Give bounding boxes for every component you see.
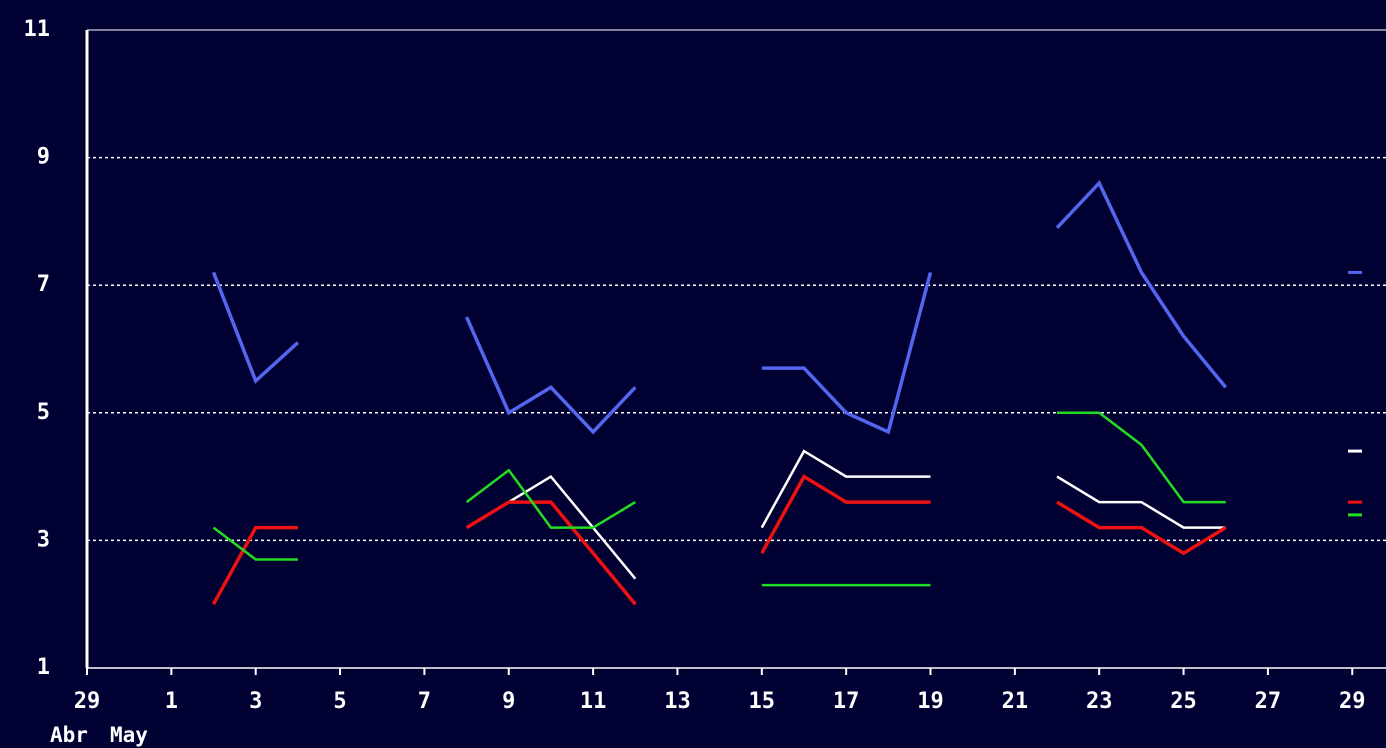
grid-layer <box>87 156 1386 542</box>
x-tick-label-13: 25 <box>1170 689 1197 714</box>
month-label-1: May <box>110 723 148 747</box>
series-0-segment-3 <box>1055 180 1228 389</box>
x-tick-label-3: 5 <box>333 689 346 714</box>
series-2-segment-2 <box>760 474 931 555</box>
series-2-segment-3 <box>1056 500 1227 556</box>
x-tick-label-8: 15 <box>749 689 776 714</box>
axis-layer <box>85 29 1386 675</box>
x-tick-label-2: 3 <box>249 689 262 714</box>
series-1-segment-1 <box>760 449 931 529</box>
x-tick-label-15: 29 <box>1339 689 1366 714</box>
series-1-segment-2 <box>1056 475 1226 529</box>
x-tick-label-9: 17 <box>833 689 860 714</box>
x-tick-label-10: 19 <box>917 689 944 714</box>
x-tick-label-11: 21 <box>1002 689 1029 714</box>
series-2-segment-1 <box>465 500 637 606</box>
series-0-segment-1 <box>464 316 637 435</box>
series-0-segment-2 <box>761 271 933 435</box>
x-tick-label-14: 27 <box>1255 689 1282 714</box>
x-tick-label-5: 9 <box>502 689 515 714</box>
series-1-segment-0 <box>508 474 637 580</box>
legend-layer <box>1348 270 1362 517</box>
y-tick-label-1: 3 <box>37 527 50 552</box>
x-tick-label-1: 1 <box>165 689 178 714</box>
series-2-segment-0 <box>211 525 298 606</box>
series-3-segment-0 <box>212 526 298 561</box>
month-label-0: Abr <box>50 723 88 747</box>
y-tick-label-4: 9 <box>37 145 50 170</box>
series-layer <box>211 180 1228 606</box>
y-tick-label-5: 11 <box>24 17 51 42</box>
x-tick-label-0: 29 <box>74 689 101 714</box>
x-tick-label-4: 7 <box>418 689 431 714</box>
x-tick-label-7: 13 <box>664 689 691 714</box>
series-0-segment-0 <box>211 271 300 384</box>
series-3-segment-1 <box>465 468 636 529</box>
x-tick-label-12: 23 <box>1086 689 1113 714</box>
y-tick-label-3: 7 <box>37 272 50 297</box>
y-tick-label-2: 5 <box>37 400 50 425</box>
series-3-segment-3 <box>1057 411 1226 504</box>
y-tick-label-0: 1 <box>37 655 50 680</box>
x-tick-label-6: 11 <box>580 689 607 714</box>
